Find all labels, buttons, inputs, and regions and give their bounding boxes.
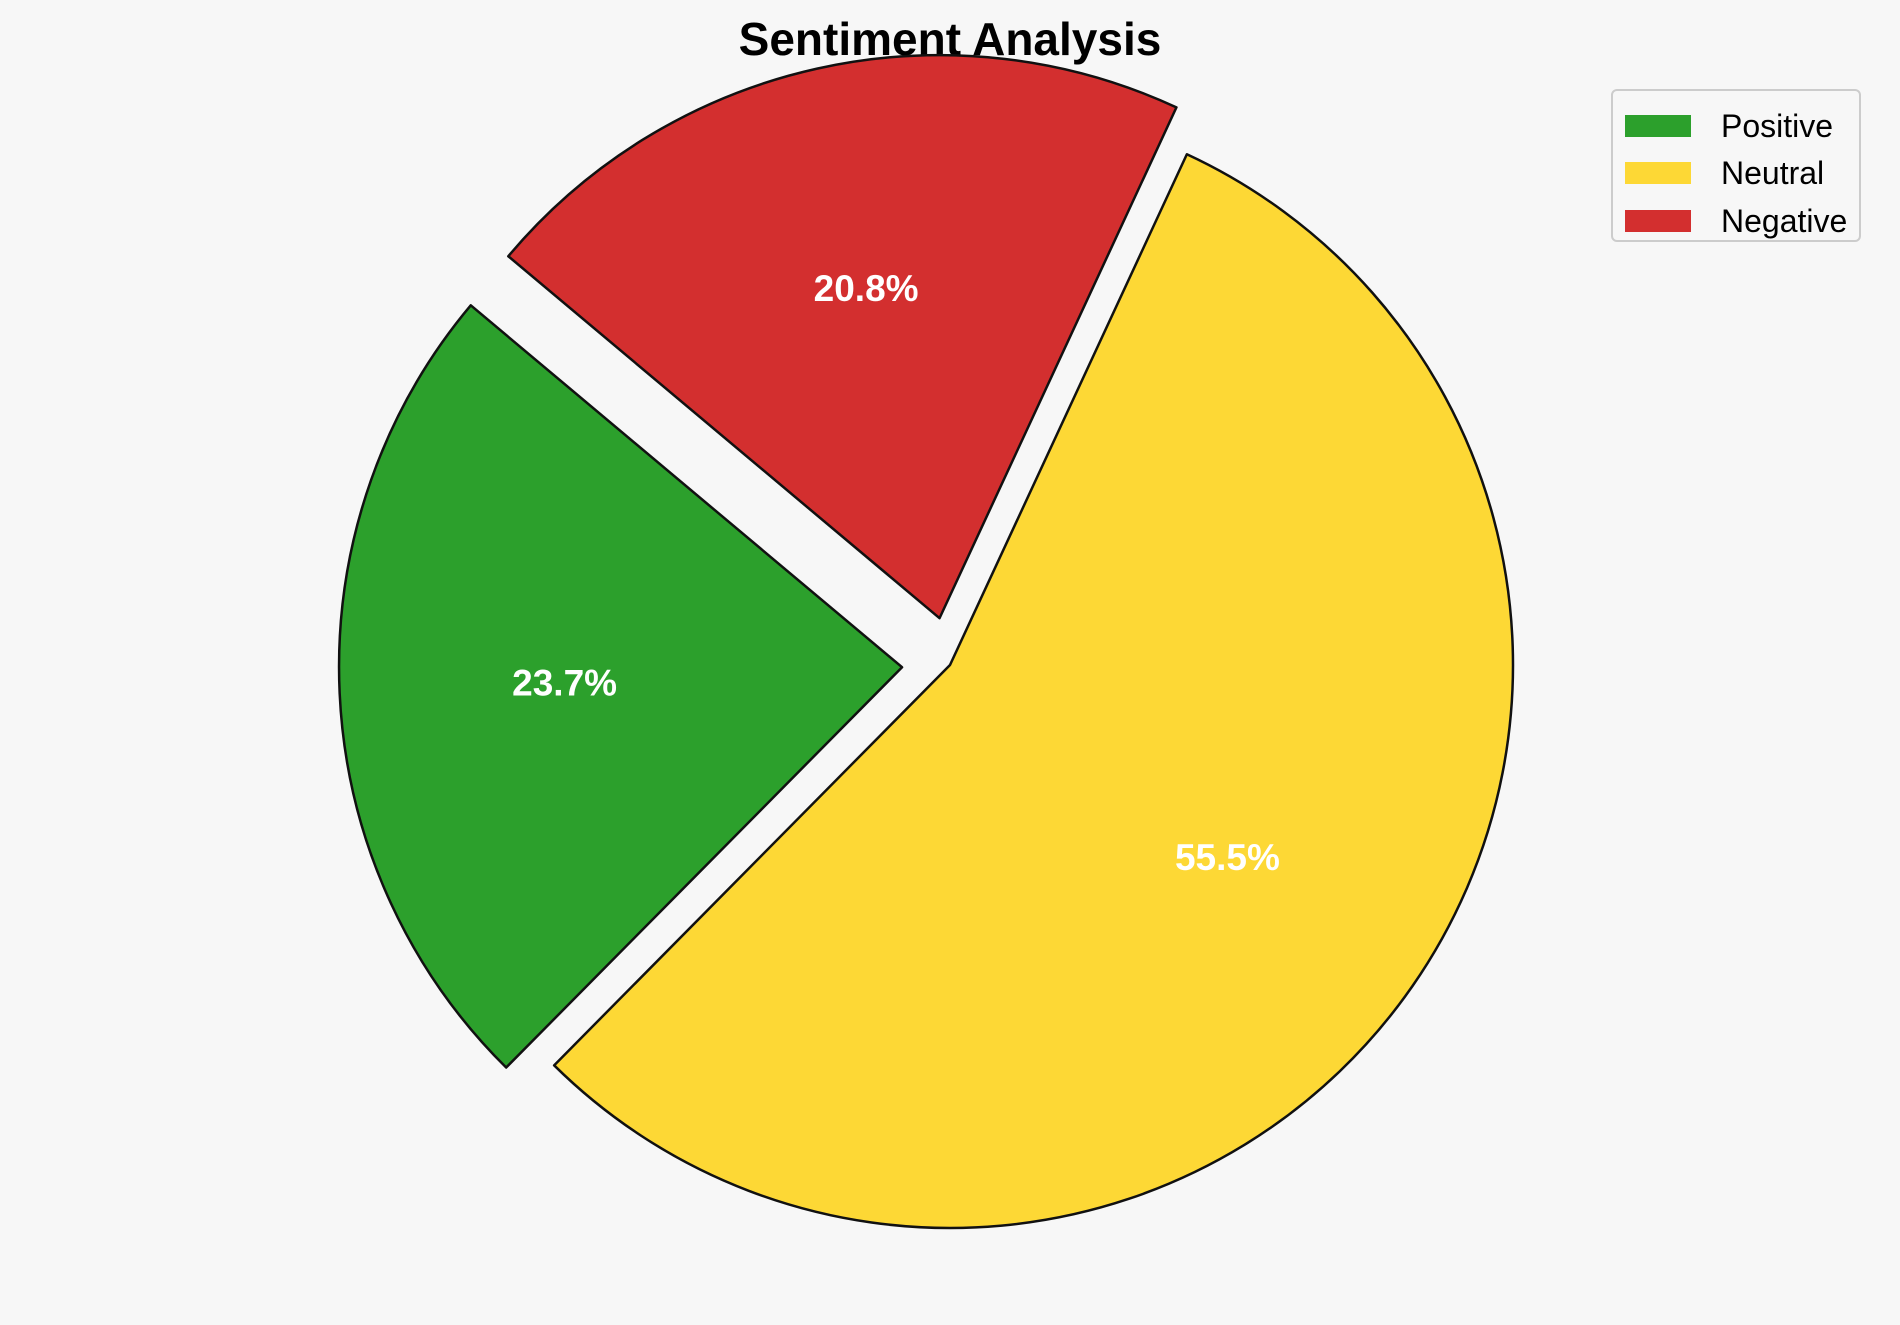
slice-label-neutral: 55.5%	[1175, 837, 1280, 878]
legend-swatch-neutral	[1625, 162, 1691, 184]
legend-entry-negative: Negative	[1625, 201, 1847, 241]
slice-label-positive: 23.7%	[512, 662, 617, 703]
legend-label-negative: Negative	[1721, 202, 1848, 239]
legend-entry-positive: Positive	[1625, 106, 1833, 146]
legend-swatch-negative	[1625, 210, 1691, 232]
legend-entry-neutral: Neutral	[1625, 153, 1824, 193]
legend-swatch-positive	[1625, 115, 1691, 137]
pie-slice-neutral	[552, 153, 1515, 1230]
legend-label-neutral: Neutral	[1721, 154, 1825, 191]
pie-slice-negative	[507, 53, 1178, 620]
pie-slice-positive	[337, 304, 904, 1069]
legend: Positive Neutral Negative	[1611, 89, 1861, 242]
legend-label-positive: Positive	[1721, 107, 1834, 144]
slice-label-negative: 20.8%	[814, 268, 919, 309]
